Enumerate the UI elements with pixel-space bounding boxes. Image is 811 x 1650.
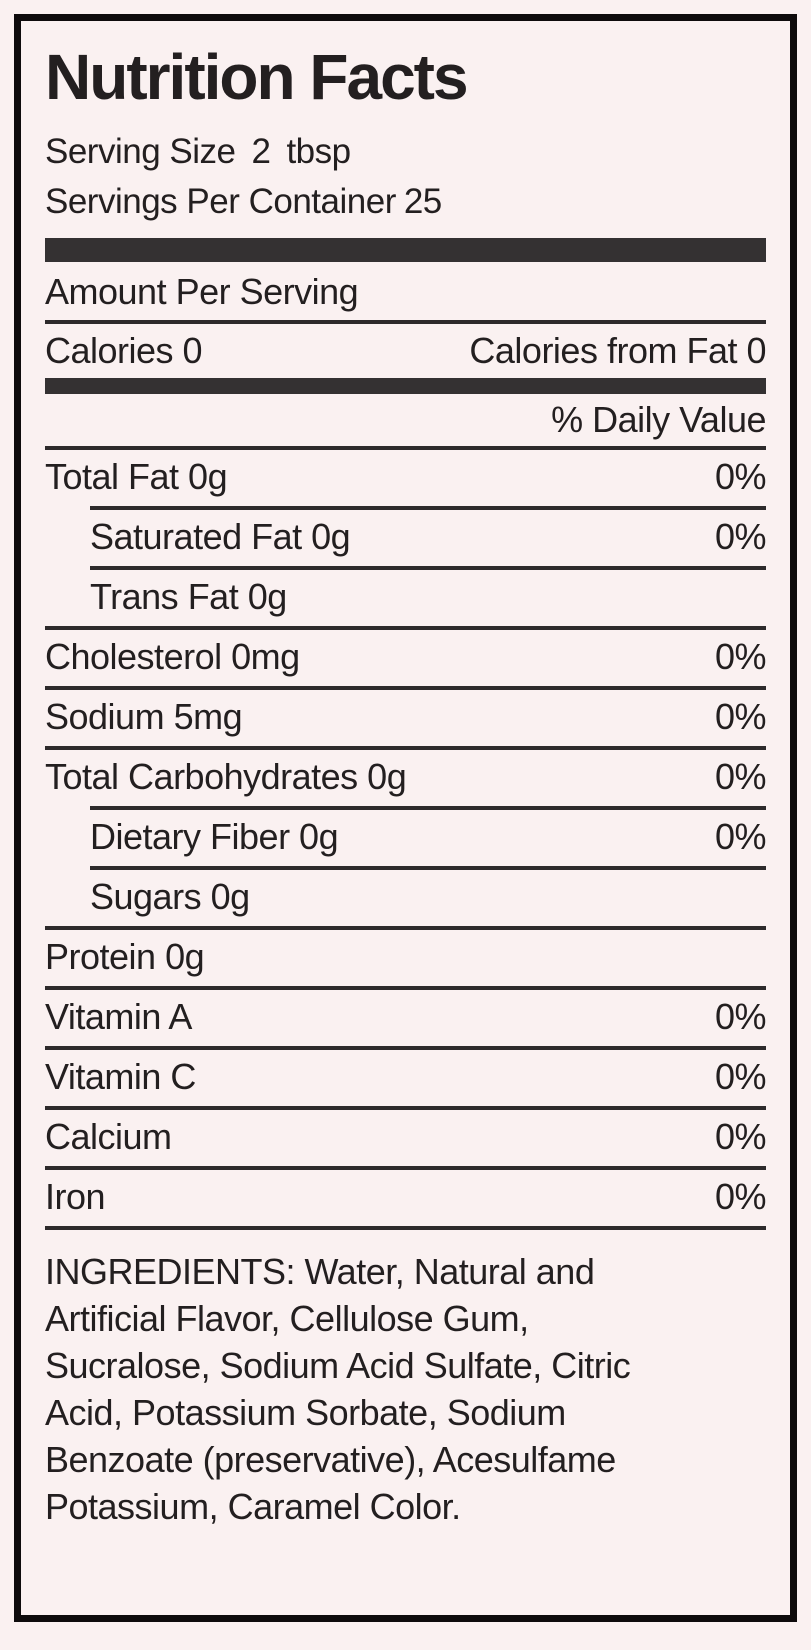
nutrient-daily-value: 0% xyxy=(714,696,767,738)
calories-from-fat-value: Calories from Fat 0 xyxy=(469,330,766,372)
nutrient-row: Sodium 5mg 0% xyxy=(45,690,767,751)
nutrient-row: Sugars 0g xyxy=(45,870,766,931)
nutrient-row: Protein 0g xyxy=(45,930,766,991)
ingredients-text: INGREDIENTS: Water, Natural and Artifici… xyxy=(45,1251,631,1528)
label-title: Nutrition Facts xyxy=(45,41,469,113)
row-separator xyxy=(90,866,766,871)
medium-divider-bar xyxy=(45,378,766,395)
nutrient-row: Cholesterol 0mg 0% xyxy=(45,630,767,691)
calories-value: Calories 0 xyxy=(45,330,203,372)
nutrient-row: Calcium 0% xyxy=(45,1110,767,1171)
nutrient-daily-value: 0% xyxy=(714,636,767,678)
servings-per-container-label: Servings Per Container xyxy=(45,182,396,222)
nutrient-row: Total Fat 0g 0% xyxy=(45,450,767,511)
daily-value-header: % Daily Value xyxy=(551,399,766,441)
separator-line xyxy=(45,320,766,325)
nutrient-row: Total Carbohydrates 0g 0% xyxy=(45,750,767,811)
nutrient-daily-value: 0% xyxy=(714,1116,767,1158)
nutrient-name: Saturated Fat 0g xyxy=(90,516,351,558)
row-separator xyxy=(45,926,766,931)
nutrient-row: Trans Fat 0g xyxy=(45,570,766,631)
row-separator xyxy=(90,506,766,511)
row-separator xyxy=(45,1166,766,1171)
row-separator xyxy=(90,566,766,571)
row-separator xyxy=(45,626,766,631)
nutrient-name: Calcium xyxy=(45,1116,172,1158)
serving-size-label: Serving Size xyxy=(45,132,236,172)
servings-per-container-value: 25 xyxy=(403,182,442,222)
row-separator xyxy=(45,1106,766,1111)
nutrient-daily-value: 0% xyxy=(714,816,767,858)
nutrient-name: Vitamin C xyxy=(45,1056,196,1098)
nutrient-row: Iron 0% xyxy=(45,1170,767,1231)
nutrient-name: Sugars 0g xyxy=(90,876,250,918)
row-separator xyxy=(45,986,766,991)
nutrient-name: Vitamin A xyxy=(45,996,192,1038)
nutrient-row: Vitamin C 0% xyxy=(45,1050,767,1111)
row-separator xyxy=(90,806,766,811)
nutrient-name: Protein 0g xyxy=(45,936,205,978)
nutrient-name: Iron xyxy=(45,1176,106,1218)
nutrient-daily-value: 0% xyxy=(714,996,767,1038)
nutrient-daily-value: 0% xyxy=(714,756,767,798)
nutrient-name: Cholesterol 0mg xyxy=(45,636,300,678)
calories-row: Calories 0 Calories from Fat 0 xyxy=(45,324,766,378)
nutrient-daily-value: 0% xyxy=(714,1056,767,1098)
row-separator xyxy=(45,746,766,751)
nutrient-row: Dietary Fiber 0g 0% xyxy=(45,810,767,871)
amount-per-serving-header: Amount Per Serving xyxy=(45,271,359,313)
nutrient-name: Trans Fat 0g xyxy=(90,576,287,618)
nutrient-name: Dietary Fiber 0g xyxy=(90,816,339,858)
nutrition-facts-label: Nutrition Facts Serving Size 2 tbsp Servin… xyxy=(14,14,797,1622)
nutrient-daily-value: 0% xyxy=(714,1176,767,1218)
nutrient-name: Total Carbohydrates 0g xyxy=(45,756,407,798)
separator-line xyxy=(45,446,766,451)
nutrient-daily-value: 0% xyxy=(714,456,767,498)
row-separator xyxy=(45,1226,766,1231)
row-separator xyxy=(45,686,766,691)
servings-per-container-row: Servings Per Container 25 xyxy=(45,180,766,224)
serving-size-row: Serving Size 2 tbsp xyxy=(45,130,766,174)
serving-size-unit: tbsp xyxy=(286,132,351,172)
serving-size-value: 2 xyxy=(251,132,271,172)
nutrient-name: Total Fat 0g xyxy=(45,456,228,498)
page: Nutrition Facts Serving Size 2 tbsp Servin… xyxy=(0,14,811,1650)
nutrient-row: Saturated Fat 0g 0% xyxy=(45,510,767,571)
nutrient-daily-value: 0% xyxy=(714,516,767,558)
nutrient-name: Sodium 5mg xyxy=(45,696,243,738)
nutrient-rows: Total Fat 0g 0% Saturated Fat 0g 0% Tran… xyxy=(45,450,767,1231)
thick-divider-bar xyxy=(45,238,766,263)
nutrient-row: Vitamin A 0% xyxy=(45,990,767,1051)
row-separator xyxy=(45,1046,766,1051)
